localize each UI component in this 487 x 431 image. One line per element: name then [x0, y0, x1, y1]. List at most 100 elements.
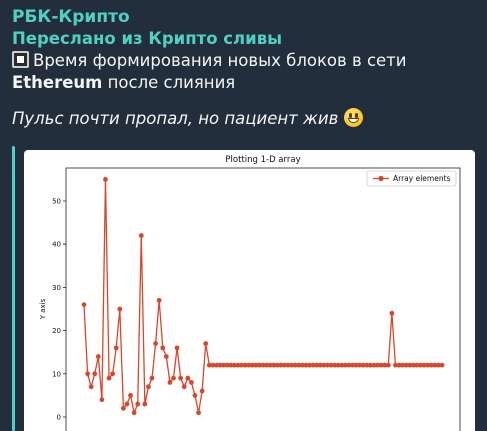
- data-point: [110, 371, 116, 377]
- data-point: [117, 306, 123, 312]
- data-point: [317, 362, 323, 368]
- data-point: [81, 302, 87, 308]
- data-point: [95, 354, 101, 359]
- data-point: [146, 384, 151, 390]
- data-point: [120, 405, 126, 411]
- data-point: [418, 362, 423, 368]
- data-point: [253, 362, 259, 368]
- data-point: [382, 362, 388, 368]
- data-point: [393, 362, 398, 368]
- data-point: [131, 410, 137, 416]
- data-point: [292, 362, 298, 368]
- data-point: [414, 362, 420, 368]
- plot-frame: [65, 167, 461, 431]
- legend-label: Array elements: [393, 174, 451, 183]
- data-point: [339, 362, 345, 368]
- data-point: [264, 362, 269, 368]
- white-square-icon: [12, 51, 29, 68]
- data-point: [389, 310, 395, 316]
- data-point: [421, 362, 427, 368]
- data-point: [432, 362, 438, 368]
- data-point: [436, 362, 441, 368]
- data-point: [171, 375, 176, 381]
- data-point: [199, 388, 205, 394]
- quote-bar: [12, 146, 15, 431]
- data-point: [307, 362, 312, 368]
- data-point: [142, 401, 148, 407]
- data-point: [214, 362, 219, 368]
- data-point: [360, 362, 366, 368]
- message-text-part2: после слияния: [102, 73, 236, 92]
- data-point: [189, 380, 194, 385]
- forwarded-from-label[interactable]: Переслано из Крипто сливы: [12, 29, 283, 48]
- data-point: [425, 362, 431, 368]
- data-point: [328, 362, 334, 368]
- data-point: [267, 362, 273, 368]
- data-point: [353, 362, 359, 368]
- data-point: [310, 362, 316, 368]
- y-tick-label: 30: [52, 284, 61, 292]
- data-point: [332, 362, 337, 368]
- data-point: [299, 362, 305, 368]
- data-point: [196, 410, 201, 416]
- data-point: [321, 362, 327, 368]
- data-point: [239, 362, 244, 368]
- data-point: [203, 341, 209, 346]
- data-point: [106, 375, 112, 381]
- data-point: [274, 362, 280, 368]
- data-point: [357, 362, 363, 368]
- data-point: [113, 345, 119, 351]
- data-point: [271, 362, 277, 368]
- data-point: [206, 362, 212, 368]
- data-point: [138, 233, 144, 238]
- legend-marker: [378, 175, 384, 182]
- data-point: [167, 380, 173, 385]
- data-point: [221, 362, 227, 368]
- data-point: [282, 362, 287, 368]
- data-point: [88, 384, 94, 390]
- data-point: [400, 362, 406, 368]
- y-tick-label: 0: [57, 414, 61, 422]
- y-tick-label: 40: [52, 241, 61, 249]
- message-text: Время формирования новых блоков в сети E…: [12, 50, 475, 94]
- chart-title: Plotting 1-D array: [225, 155, 300, 165]
- data-point: [174, 345, 180, 351]
- y-tick-label: 20: [52, 327, 61, 335]
- data-point: [135, 401, 141, 407]
- series-line: [83, 179, 442, 415]
- data-point: [235, 362, 241, 368]
- data-point: [246, 362, 252, 368]
- data-point: [160, 345, 166, 351]
- data-point: [289, 362, 295, 368]
- data-point: [342, 362, 348, 368]
- series-group: [81, 177, 445, 416]
- data-point: [242, 362, 248, 368]
- chart-image[interactable]: Plotting 1-D array Y axis 0 10 20 30 40 50 Ar…: [24, 150, 475, 431]
- data-point: [285, 362, 291, 368]
- data-point: [346, 362, 352, 368]
- data-point: [156, 297, 162, 303]
- data-point: [403, 362, 409, 368]
- data-point: [103, 177, 108, 182]
- data-point: [128, 393, 133, 398]
- data-point: [92, 371, 98, 377]
- data-point: [163, 354, 169, 359]
- data-point: [325, 362, 330, 368]
- data-point: [278, 362, 284, 368]
- channel-name[interactable]: РБК-Крипто: [12, 7, 130, 27]
- data-point: [249, 362, 255, 368]
- y-ticks: 0 10 20 30 40 50: [52, 198, 66, 422]
- data-point: [396, 362, 402, 368]
- data-point: [99, 397, 105, 403]
- data-point: [185, 375, 191, 381]
- data-point: [124, 401, 130, 407]
- data-point: [192, 393, 198, 398]
- data-point: [407, 362, 413, 368]
- message-text-bold: Ethereum: [12, 73, 103, 92]
- data-point: [375, 362, 380, 368]
- data-point: [149, 375, 155, 381]
- data-point: [217, 362, 223, 368]
- data-point: [368, 362, 373, 368]
- data-point: [85, 371, 90, 377]
